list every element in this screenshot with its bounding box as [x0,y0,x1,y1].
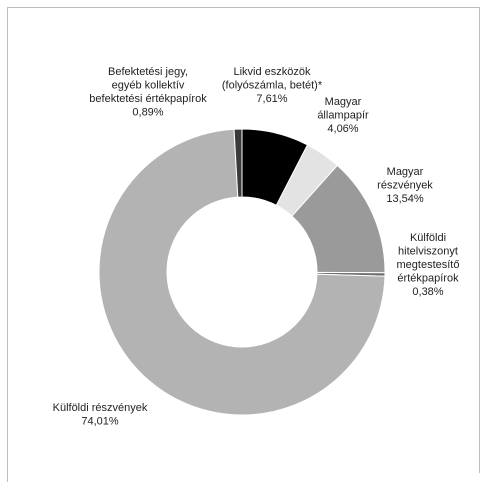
label-magyar-allampapir: Magyar állampapír 4,06% [317,96,369,135]
category-label-line: befektetési értékpapírok [89,93,207,105]
label-kulfoldi-reszvenyek: Külföldi részvények 74,01% [53,402,148,428]
chart-frame [7,7,480,473]
category-label-line: megtestesítő [397,259,460,271]
donut-slices [98,128,386,416]
slice-labels: Likvid eszközök (folyószámla, betét)* 7,61… [53,66,460,428]
chart-frame-edge [7,472,8,482]
category-label-line: értékpapírok [397,273,459,285]
value-label: 7,61% [256,93,287,105]
category-label-line: egyéb kollektív [112,80,185,92]
label-befektetesi-jegy: Befektetési jegy, egyéb kollektív befektet… [89,66,207,119]
value-label: 74,01% [81,416,119,428]
label-kulfoldi-hitelviszonyt: Külföldi hitelviszonyt megtestesítő értékpa… [397,232,460,298]
slice-befektetesi-jegy [233,128,243,198]
category-label-line: Külföldi részvények [53,402,148,414]
label-likvid-eszkozok: Likvid eszközök (folyószámla, betét)* 7,61… [222,66,323,105]
category-label-line: részvények [377,180,433,192]
category-label-line: Magyar [387,166,424,178]
value-label: 0,89% [132,107,163,119]
category-label-line: állampapír [317,110,369,122]
value-label: 4,06% [327,123,358,135]
value-label: 0,38% [412,286,443,298]
value-label: 13,54% [386,193,424,205]
slice-kulfoldi-reszvenyek [98,128,386,416]
category-label-line: Likvid eszközök [233,66,311,78]
category-label-line: Külföldi [410,232,446,244]
category-label-line: hitelviszonyt [398,246,458,258]
label-magyar-reszvenyek: Magyar részvények 13,54% [377,166,433,205]
category-label-line: (folyószámla, betét)* [222,80,323,92]
category-label-line: Magyar [325,96,362,108]
category-label-line: Befektetési jegy, [108,66,188,78]
